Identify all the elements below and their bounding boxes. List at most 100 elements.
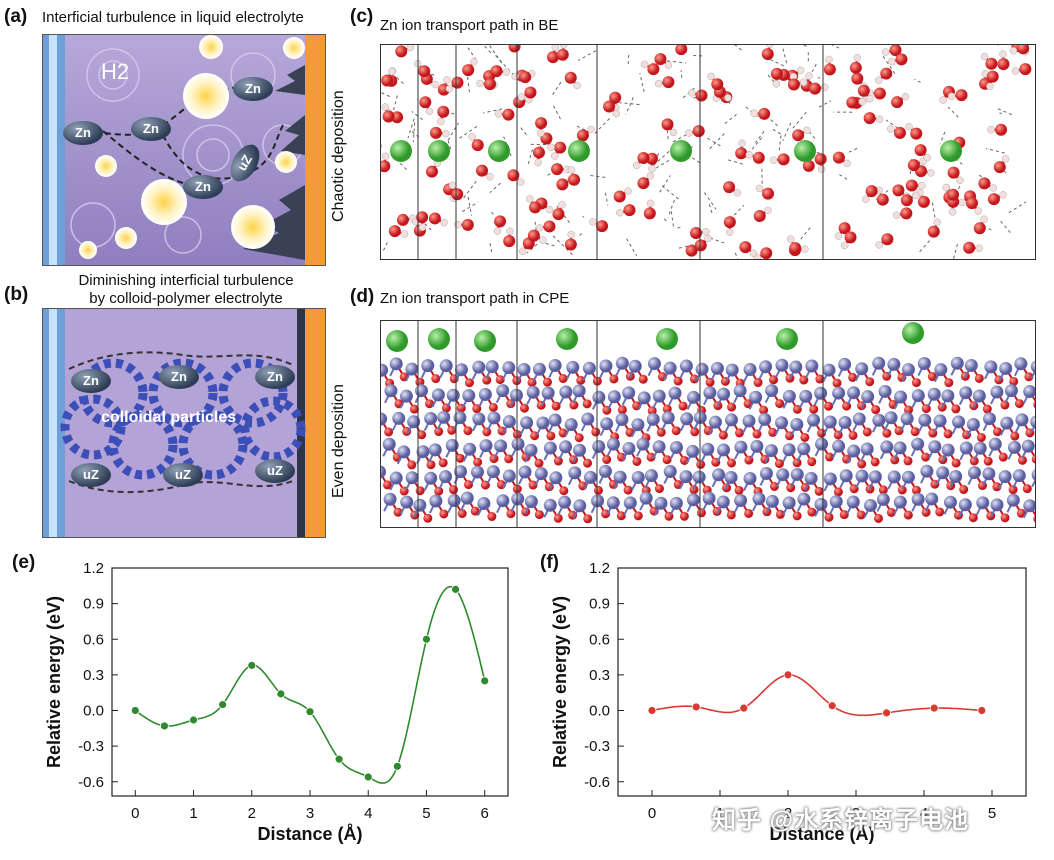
framework-atom <box>782 496 796 510</box>
panel-b-title: Diminishing interficial turbulence by co… <box>56 272 316 308</box>
oxygen-atom <box>900 207 913 220</box>
hydrogen-atom <box>755 184 764 193</box>
be-molecular-structure <box>381 45 1032 259</box>
framework-atom <box>988 437 1002 451</box>
bubble <box>275 151 297 173</box>
framework-atom <box>972 389 986 403</box>
panel-c-label: (c) <box>350 6 374 27</box>
panel-a-side-label: Chaotic deposition <box>330 90 347 222</box>
oxygen-atom <box>825 452 835 462</box>
hydrogen-atom <box>702 227 710 236</box>
framework-atom <box>421 359 435 373</box>
oxygen-atom <box>529 201 542 214</box>
oxygen-atom <box>833 487 843 497</box>
framework-atom <box>399 389 413 403</box>
oxygen-atom <box>415 486 425 496</box>
panel-b-side-label: Even deposition <box>330 384 347 498</box>
oxygen-atom <box>519 71 532 84</box>
h-bond <box>411 111 423 121</box>
h-bond <box>619 102 640 106</box>
oxygen-atom <box>824 401 834 411</box>
oxygen-atom <box>673 376 683 386</box>
oxygen-atom <box>832 378 842 388</box>
bubble <box>115 227 137 249</box>
framework-atom <box>734 440 748 454</box>
framework-atom <box>852 412 866 426</box>
oxygen-atom <box>662 76 675 89</box>
oxygen-atom <box>758 107 771 120</box>
hydrogen-atom <box>612 109 620 118</box>
oxygen-atom <box>609 91 622 104</box>
bond <box>1030 369 1035 380</box>
hydrogen-atom <box>875 241 883 249</box>
framework-atom <box>839 469 853 483</box>
framework-atom <box>717 443 731 457</box>
oxygen-atom <box>534 510 544 520</box>
hydrogen-atom <box>418 223 427 231</box>
framework-atom <box>734 493 748 507</box>
colloid-gears <box>43 309 325 537</box>
hydrogen-atom <box>766 45 774 49</box>
h-bond <box>1008 201 1027 214</box>
hydrogen-atom <box>911 191 920 200</box>
framework-atom <box>623 496 637 510</box>
panel-a-label: (a) <box>4 6 28 27</box>
oxygen-atom <box>846 96 859 109</box>
hydrogen-atom <box>1011 67 1020 75</box>
framework-atom <box>644 469 658 483</box>
framework-atom <box>524 443 538 457</box>
framework-atom <box>749 390 763 404</box>
oxygen-atom <box>546 431 556 441</box>
be-simulation-snapshot <box>380 44 1036 260</box>
data-point <box>305 707 315 717</box>
turbulence-swirls <box>43 35 325 265</box>
hydrogen-atom <box>750 109 758 117</box>
hydrogen-label: H2 <box>101 59 130 84</box>
framework-atom <box>566 360 580 374</box>
hydrogen-atom <box>502 68 511 76</box>
zn-ion: Zn <box>233 77 273 101</box>
oxygen-atom <box>451 76 464 89</box>
framework-atom <box>405 471 419 485</box>
oxygen-atom <box>502 108 515 121</box>
framework-atom <box>502 361 516 375</box>
framework-atom <box>759 360 773 374</box>
oxygen-atom <box>905 179 918 192</box>
oxygen-atom <box>381 160 391 173</box>
hydrogen-atom <box>406 45 415 52</box>
hydrogen-atom <box>494 110 503 118</box>
data-point <box>977 706 987 715</box>
framework-atom <box>887 470 901 484</box>
oxygen-atom <box>596 220 609 233</box>
oxygen-atom <box>911 378 921 388</box>
framework-atom <box>389 357 403 371</box>
framework-atom <box>646 412 660 426</box>
framework-atom <box>878 384 892 398</box>
oxygen-atom <box>775 509 785 519</box>
framework-atom <box>917 357 931 371</box>
panel-a-title: Interficial turbulence in liquid electro… <box>42 9 304 26</box>
framework-atom <box>708 415 722 429</box>
x-tick-label: 4 <box>364 805 372 822</box>
h-bond <box>734 252 739 259</box>
panel-e-label: (e) <box>12 552 36 573</box>
framework-atom <box>797 492 811 506</box>
zn-atom <box>556 328 578 350</box>
framework-atom <box>893 495 907 509</box>
oxygen-atom <box>429 126 442 139</box>
framework-atom <box>823 472 837 486</box>
h-bond <box>489 45 504 66</box>
framework-atom <box>543 441 557 455</box>
oxygen-atom <box>993 161 1006 174</box>
oxygen-atom <box>503 235 516 248</box>
data-point <box>480 676 490 686</box>
framework-atom <box>686 493 700 507</box>
oxygen-atom <box>856 510 866 520</box>
oxygen-atom <box>494 215 507 228</box>
oxygen-atom <box>880 67 893 80</box>
framework-atom <box>509 388 523 402</box>
oxygen-atom <box>1024 372 1034 382</box>
framework-atom <box>936 466 950 480</box>
framework-atom <box>534 467 548 481</box>
y-tick-label: -0.3 <box>584 738 610 755</box>
